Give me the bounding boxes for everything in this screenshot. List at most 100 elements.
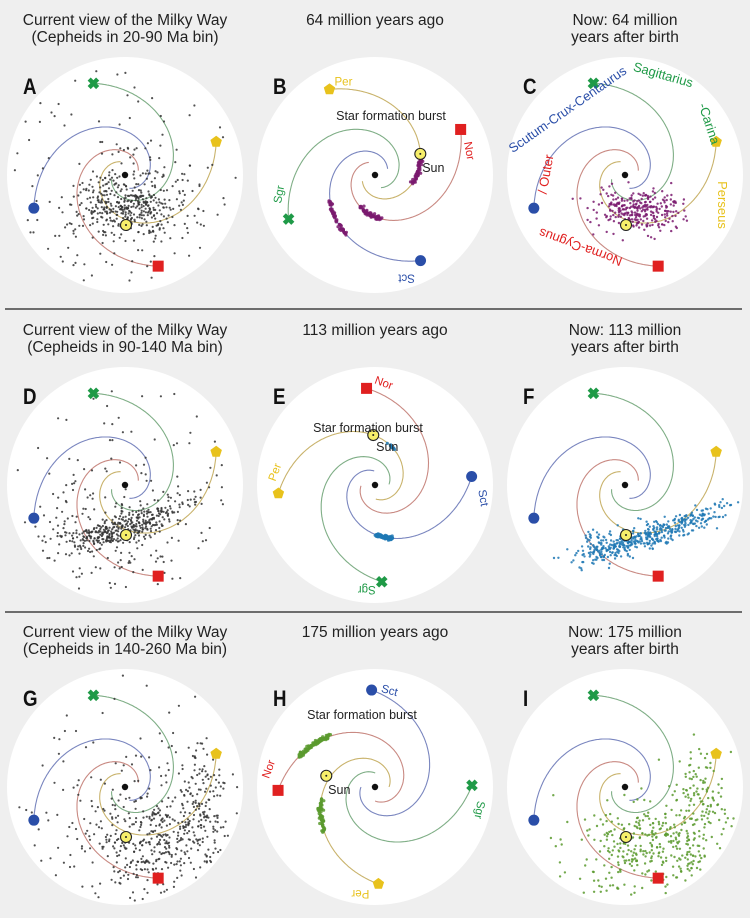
cepheid-point (125, 188, 128, 191)
cepheid-point (128, 551, 131, 554)
cepheid-point (135, 868, 138, 871)
cepheid-point (151, 853, 154, 856)
cepheid-point (611, 551, 614, 555)
cepheid-point (159, 513, 162, 516)
cepheid-point (612, 198, 615, 201)
cepheid-point (583, 555, 586, 558)
cepheid-point (83, 850, 87, 853)
cepheid-point (334, 219, 338, 223)
cepheid-point (236, 786, 239, 789)
cepheid-point (65, 540, 68, 543)
cepheid-point (178, 204, 181, 207)
cepheid-point (96, 806, 99, 809)
cepheid-point (167, 796, 170, 799)
cepheid-point (629, 544, 632, 547)
cepheid-point (627, 546, 630, 549)
cepheid-point (119, 147, 122, 150)
cepheid-point (212, 758, 215, 761)
cepheid-point (87, 532, 91, 535)
cepheid-point (118, 869, 121, 873)
cepheid-point (127, 873, 130, 876)
cepheid-point (182, 825, 185, 828)
cepheid-point (78, 575, 81, 578)
cepheid-point (608, 550, 612, 554)
cepheid-point (633, 199, 636, 202)
cepheid-point (634, 545, 637, 548)
cepheid-point (610, 820, 613, 823)
cepheid-point (658, 531, 661, 534)
cepheid-point (146, 879, 149, 882)
cepheid-point (138, 522, 141, 525)
cepheid-point (150, 513, 154, 516)
cepheid-point (132, 153, 135, 156)
cepheid-point (140, 214, 143, 217)
cepheid-point (214, 829, 217, 832)
cepheid-point (158, 833, 161, 836)
cepheid-point (129, 896, 132, 899)
cepheid-point (208, 486, 211, 489)
cepheid-point (57, 552, 60, 555)
cepheid-point (603, 845, 606, 848)
cepheid-point (18, 806, 21, 809)
cepheid-point (113, 252, 116, 255)
cepheid-point (204, 804, 207, 808)
cepheid-point (595, 211, 598, 214)
cepheid-point (729, 750, 733, 754)
cepheid-point (111, 521, 114, 524)
sct-spiral-arm (33, 126, 151, 209)
cepheid-point (675, 210, 678, 213)
cepheid-point (705, 839, 708, 842)
cepheid-point (130, 763, 134, 766)
cepheid-point (342, 231, 347, 235)
cepheid-point (142, 860, 145, 863)
cepheid-point (160, 213, 163, 216)
cepheid-point (164, 506, 167, 509)
cepheid-point (101, 212, 104, 215)
cepheid-point (123, 199, 126, 202)
cepheid-point (219, 848, 222, 852)
cepheid-point (710, 835, 713, 839)
cepheid-point (694, 855, 697, 858)
cepheid-point (136, 547, 139, 550)
nor-spiral-arm (350, 129, 462, 221)
cepheid-point (105, 182, 108, 185)
cepheid-point (234, 176, 237, 179)
cepheid-point (690, 866, 693, 870)
cepheid-point (99, 778, 102, 781)
cepheid-point (97, 181, 100, 184)
cepheid-point (586, 540, 589, 543)
cepheid-point (135, 195, 139, 198)
cepheid-point (113, 194, 116, 197)
cepheid-point (652, 205, 655, 208)
cepheid-point (130, 211, 133, 214)
cepheid-point (684, 775, 687, 778)
cepheid-points (327, 155, 425, 237)
cepheid-point (208, 798, 211, 801)
cepheid-point (679, 809, 683, 812)
cepheid-point (602, 539, 605, 542)
cepheid-point (711, 790, 715, 793)
cepheid-point (626, 206, 629, 209)
cepheid-point (682, 534, 685, 537)
cepheid-point (119, 515, 122, 518)
cepheid-point (167, 768, 170, 772)
cepheid-point (149, 260, 152, 263)
cepheid-point (201, 840, 204, 844)
cepheid-point (599, 555, 603, 559)
cepheid-point (707, 512, 710, 515)
nor-spiral-arm (359, 387, 430, 514)
cepheid-point (378, 533, 382, 537)
cepheid-point (158, 814, 162, 817)
cepheid-point (601, 547, 605, 550)
cepheid-point (168, 505, 172, 508)
cepheid-point (88, 838, 92, 841)
cepheid-point (102, 229, 105, 233)
cepheid-point (660, 525, 664, 528)
cepheid-point (132, 523, 135, 527)
cepheid-point (119, 845, 122, 848)
cepheid-point (659, 539, 663, 543)
cepheid-point (633, 824, 636, 828)
cepheid-point (709, 803, 712, 807)
cepheid-point (157, 811, 160, 814)
cepheid-point (213, 815, 216, 818)
